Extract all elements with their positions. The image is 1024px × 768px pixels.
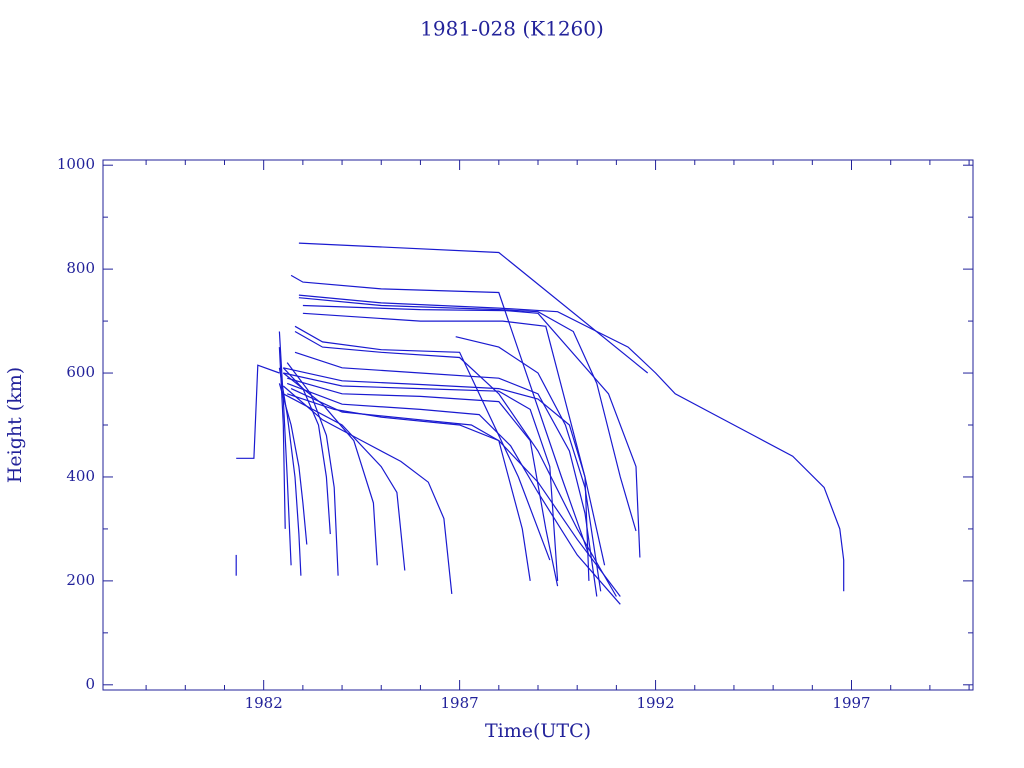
series-line [294, 325, 551, 561]
series-line [287, 377, 559, 587]
series-line [282, 385, 453, 594]
chart-title: 1981-028 (K1260) [420, 17, 604, 41]
y-tick-label: 600 [66, 363, 95, 381]
series-line [302, 304, 641, 558]
series-line [298, 297, 637, 532]
x-tick-label: 1997 [832, 694, 870, 712]
series-line [286, 382, 621, 605]
x-tick-label: 1987 [441, 694, 479, 712]
series-line [287, 393, 621, 597]
x-tick-label: 1982 [245, 694, 283, 712]
series-line [290, 274, 590, 556]
series-line [283, 393, 406, 571]
series-line [283, 367, 590, 581]
series-line [278, 331, 292, 566]
series-line [298, 242, 649, 374]
series-line [282, 367, 331, 535]
y-tick-label: 0 [85, 675, 95, 693]
series-line [236, 364, 280, 459]
series-line [290, 388, 531, 581]
x-tick-label: 1992 [636, 694, 674, 712]
y-tick-label: 200 [66, 571, 95, 589]
series-line [278, 367, 302, 576]
series-line [298, 294, 845, 592]
y-tick-label: 1000 [57, 155, 95, 173]
y-tick-label: 400 [66, 467, 95, 485]
series-line [302, 312, 606, 566]
y-axis-label: Height (km) [4, 367, 26, 483]
series-line [294, 330, 617, 597]
series-line [455, 336, 602, 592]
series-line [278, 383, 308, 545]
series-line [282, 372, 378, 566]
y-tick-label: 800 [66, 259, 95, 277]
plot-frame [102, 159, 974, 691]
series-line [283, 372, 559, 581]
x-axis-label: Time(UTC) [485, 720, 591, 742]
series-line [286, 362, 339, 576]
series-line [278, 347, 286, 529]
series-line [294, 351, 598, 597]
